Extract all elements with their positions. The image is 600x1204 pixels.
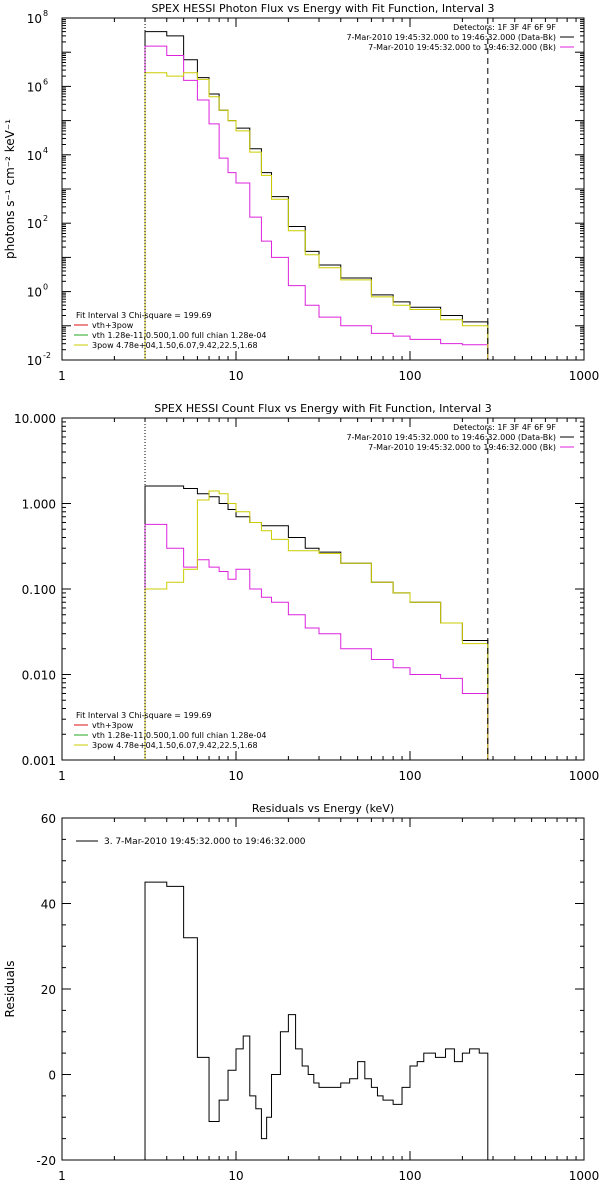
- y-tick-label: 10.000: [14, 412, 56, 426]
- series-line-fit_3pow: [144, 72, 489, 360]
- plot-frame: [61, 17, 585, 361]
- chart-photon: SPEX HESSI Photon Flux vs Energy with Fi…: [3, 2, 599, 383]
- legend-label: 7-Mar-2010 19:45:32.000 to 19:46:32.000 …: [368, 43, 556, 52]
- x-tick-label: 1: [58, 1169, 66, 1183]
- y-tick-label-exp: 0: [43, 283, 48, 292]
- y-tick-label: 10: [27, 12, 42, 26]
- legend-label: Fit Interval 3 Chi-square = 199.69: [76, 711, 212, 720]
- chart-title: SPEX HESSI Photon Flux vs Energy with Fi…: [151, 2, 494, 15]
- legend-label: 3pow 4.78e+04,1.50,6.07,9.42,22.5,1.68: [92, 341, 258, 350]
- legend-label: vth 1.28e-11,0.500,1.00 full chian 1.28e…: [92, 731, 267, 740]
- legend-label: 7-Mar-2010 19:45:32.000 to 19:46:32.000 …: [346, 433, 556, 442]
- x-tick-label: 10: [228, 369, 243, 383]
- series-line-data: [144, 881, 489, 1160]
- legend-label: Detectors: 1F 3F 4F 6F 9F: [453, 23, 556, 32]
- y-tick-label: 0.001: [22, 754, 56, 768]
- x-tick-label: 1: [58, 769, 66, 783]
- plot-area: [144, 418, 489, 760]
- y-tick-label: 10: [27, 217, 42, 231]
- y-tick-label-exp: 6: [43, 77, 48, 86]
- plot-area: [144, 881, 489, 1160]
- y-tick-label: 0.100: [22, 583, 56, 597]
- legend-label: vth 1.28e-11,0.500,1.00 full chian 1.28e…: [92, 331, 267, 340]
- y-tick-label-exp: 8: [43, 9, 48, 18]
- y-tick-label-exp: -2: [43, 351, 51, 360]
- chart-title: Residuals vs Energy (keV): [252, 802, 394, 815]
- x-axis: 1 10 100 1000: [58, 418, 599, 783]
- x-tick-label: 10: [228, 1169, 243, 1183]
- series-line-bk: [144, 523, 489, 760]
- legend-label: 7-Mar-2010 19:45:32.000 to 19:46:32.000 …: [368, 443, 556, 452]
- x-tick-label: 10: [228, 769, 243, 783]
- plot-frame: [61, 817, 585, 1161]
- y-tick-label: 20: [41, 983, 56, 997]
- legend-label: 3pow 4.78e+04,1.50,6.07,9.42,22.5,1.68: [92, 741, 258, 750]
- y-axis: 0.001 0.010 0.100 1.000 10.000: [14, 412, 584, 768]
- y-axis-label: photons s⁻¹ cm⁻² keV⁻¹: [3, 119, 17, 259]
- y-tick-label: 40: [41, 898, 56, 912]
- x-tick-label: 100: [399, 1169, 422, 1183]
- plot-area: [144, 18, 489, 360]
- y-tick-label: -20: [36, 1154, 56, 1168]
- y-axis-label: Residuals: [3, 961, 17, 1018]
- legend-label: Fit Interval 3 Chi-square = 199.69: [76, 311, 212, 320]
- x-tick-label: 100: [399, 769, 422, 783]
- y-tick-label: 10: [27, 354, 42, 368]
- series-line-bk: [144, 45, 489, 360]
- y-tick-label: 10: [27, 286, 42, 300]
- y-tick-label: 10: [27, 80, 42, 94]
- x-axis: 1 10 100 1000: [58, 818, 599, 1183]
- x-tick-label: 1: [58, 369, 66, 383]
- chart-count: SPEX HESSI Count Flux vs Energy with Fit…: [14, 402, 599, 783]
- legend-label: 3. 7-Mar-2010 19:45:32.000 to 19:46:32.0…: [104, 837, 306, 847]
- x-tick-label: 100: [399, 369, 422, 383]
- legend-label: vth+3pow: [92, 721, 134, 730]
- legend-label: 7-Mar-2010 19:45:32.000 to 19:46:32.000 …: [346, 33, 556, 42]
- x-tick-label: 1000: [569, 1169, 600, 1183]
- x-tick-label: 1000: [569, 769, 600, 783]
- x-axis: 1 10 100 1000: [58, 18, 599, 383]
- x-tick-label: 1000: [569, 369, 600, 383]
- series-line-fit_3pow: [144, 490, 489, 760]
- legend-label: Detectors: 1F 3F 4F 6F 9F: [453, 423, 556, 432]
- chart-resid: Residuals vs Energy (keV) 1 10 100 1000 -20 0 2…: [3, 802, 599, 1183]
- y-axis: -20 0 20 40 60: [36, 812, 584, 1168]
- y-tick-label: 0: [48, 1069, 56, 1083]
- y-tick-label: 60: [41, 812, 56, 826]
- legend-label: vth+3pow: [92, 321, 134, 330]
- y-tick-label-exp: 2: [43, 214, 48, 223]
- y-tick-label-exp: 4: [43, 146, 48, 155]
- y-tick-label: 0.010: [22, 669, 56, 683]
- chart-title: SPEX HESSI Count Flux vs Energy with Fit…: [154, 402, 491, 415]
- y-tick-label: 1.000: [22, 498, 56, 512]
- plot-frame: [61, 417, 585, 761]
- y-tick-label: 10: [27, 149, 42, 163]
